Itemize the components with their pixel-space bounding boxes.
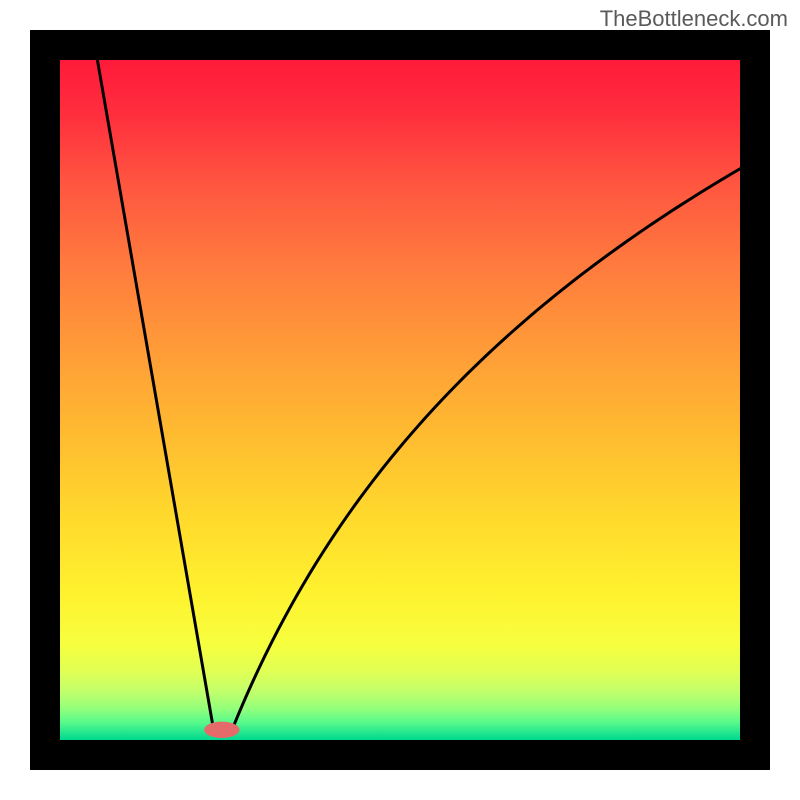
curve-overlay bbox=[60, 60, 740, 740]
watermark-text: TheBottleneck.com bbox=[600, 6, 788, 32]
chart-container: TheBottleneck.com bbox=[0, 0, 800, 800]
bottleneck-curve bbox=[97, 60, 740, 726]
valley-marker bbox=[204, 722, 239, 738]
plot-area bbox=[60, 60, 740, 740]
